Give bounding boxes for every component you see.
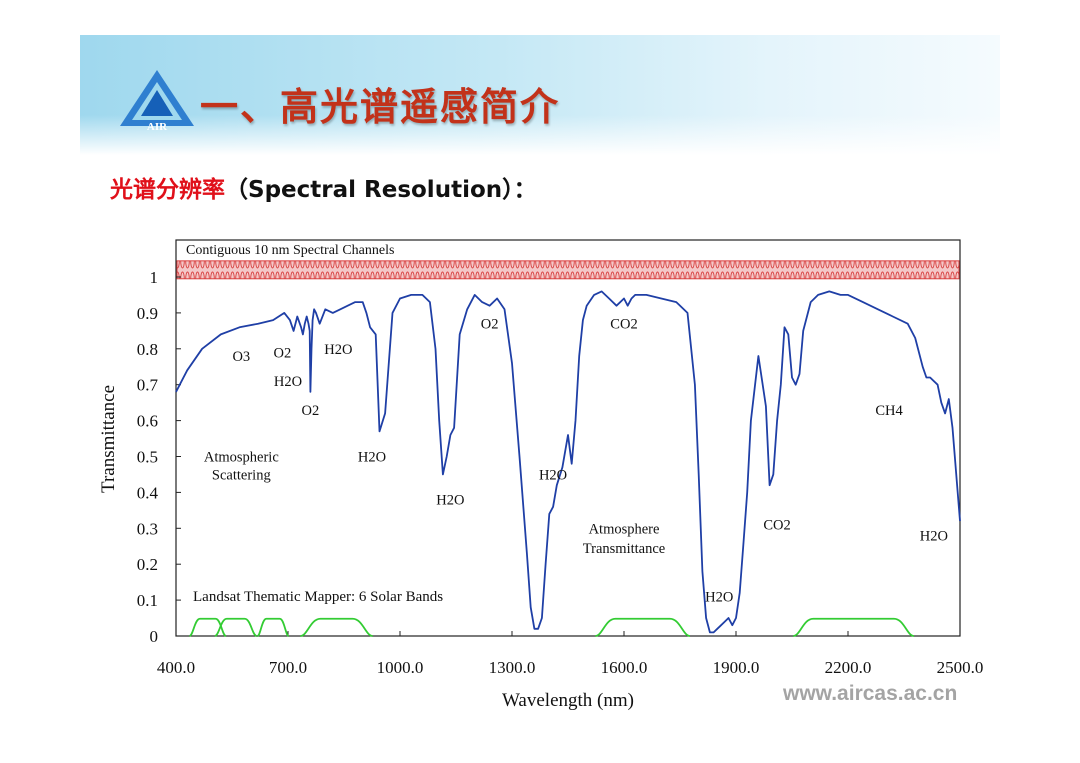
landsat-bands-label: Landsat Thematic Mapper: 6 Solar Bands bbox=[193, 589, 443, 605]
plot-area: 0 0.1 0.2 0.3 0.4 0.5 0.6 0.7 0.8 0.9 1 400.0 700.0 1… bbox=[137, 239, 984, 677]
x-tick-label: 700.0 bbox=[269, 658, 307, 677]
x-tick-label: 2500.0 bbox=[937, 658, 984, 677]
annotation-label: H2O bbox=[920, 528, 948, 544]
annotation-label: H2O bbox=[358, 450, 386, 466]
page-title: 一、高光谱遥感简介 bbox=[200, 85, 561, 129]
air-logo: AIR bbox=[120, 70, 194, 132]
watermark: www.aircas.ac.cn bbox=[783, 682, 958, 705]
y-tick-label: 0.2 bbox=[137, 555, 158, 574]
annotation-label: H2O bbox=[539, 467, 567, 483]
y-tick-label: 0.5 bbox=[137, 448, 158, 467]
annotation-label: H2O bbox=[436, 493, 464, 509]
y-tick-label: 0 bbox=[150, 627, 159, 646]
annotation-label: H2O bbox=[705, 590, 733, 606]
landsat-band bbox=[792, 617, 915, 637]
transmittance-line bbox=[175, 290, 961, 634]
subtitle-cn: 光谱分辨率 bbox=[110, 177, 225, 203]
annotation-label: CO2 bbox=[610, 317, 637, 333]
annotation-label: Atmosphere bbox=[589, 521, 660, 537]
x-tick-label: 1900.0 bbox=[713, 658, 760, 677]
landsat-band bbox=[188, 617, 227, 637]
annotation-label: CO2 bbox=[763, 518, 790, 534]
subtitle: 光谱分辨率（Spectral Resolution）： bbox=[110, 170, 537, 204]
annotation-label: Atmospheric bbox=[204, 450, 279, 466]
annotation-label: O2 bbox=[481, 317, 499, 333]
spectral-channels-band bbox=[176, 260, 960, 280]
y-tick-label: 0.1 bbox=[137, 591, 158, 610]
x-tick-label: 400.0 bbox=[157, 658, 195, 677]
x-axis-label: Wavelength (nm) bbox=[502, 690, 634, 711]
y-axis-label: Transmittance bbox=[98, 385, 119, 493]
x-tick-label: 1600.0 bbox=[601, 658, 648, 677]
annotation-label: Transmittance bbox=[583, 541, 665, 557]
landsat-band bbox=[256, 617, 290, 637]
y-tick-label: 0.4 bbox=[137, 483, 159, 502]
y-tick-label: 0.3 bbox=[137, 519, 158, 538]
x-tick-label: 1300.0 bbox=[489, 658, 536, 677]
annotation-label: O2 bbox=[274, 345, 292, 361]
y-tick-label: 0.6 bbox=[137, 412, 158, 431]
x-tick-label: 1000.0 bbox=[377, 658, 424, 677]
annotation-label: Scattering bbox=[212, 467, 271, 483]
landsat-band bbox=[214, 617, 258, 637]
annotation-label: H2O bbox=[324, 342, 352, 358]
y-tick-label: 0.9 bbox=[137, 304, 158, 323]
y-tick-label: 0.8 bbox=[137, 340, 158, 359]
landsat-band bbox=[595, 617, 691, 637]
top-band-label: Contiguous 10 nm Spectral Channels bbox=[186, 243, 394, 258]
y-tick-label: 0.7 bbox=[137, 376, 159, 395]
annotation-label: CH4 bbox=[875, 403, 903, 419]
header-banner bbox=[80, 35, 1000, 155]
subtitle-en: （Spectral Resolution）： bbox=[225, 177, 537, 203]
logo-triangle-core bbox=[141, 90, 173, 116]
x-tick-label: 2200.0 bbox=[825, 658, 872, 677]
plot-frame bbox=[175, 239, 961, 637]
annotation-label: O3 bbox=[232, 349, 250, 365]
y-tick-label: 1 bbox=[150, 268, 159, 287]
landsat-band bbox=[300, 617, 373, 637]
annotation-label: O2 bbox=[302, 403, 320, 419]
annotation-label: H2O bbox=[274, 374, 302, 390]
logo-text: AIR bbox=[147, 121, 168, 132]
